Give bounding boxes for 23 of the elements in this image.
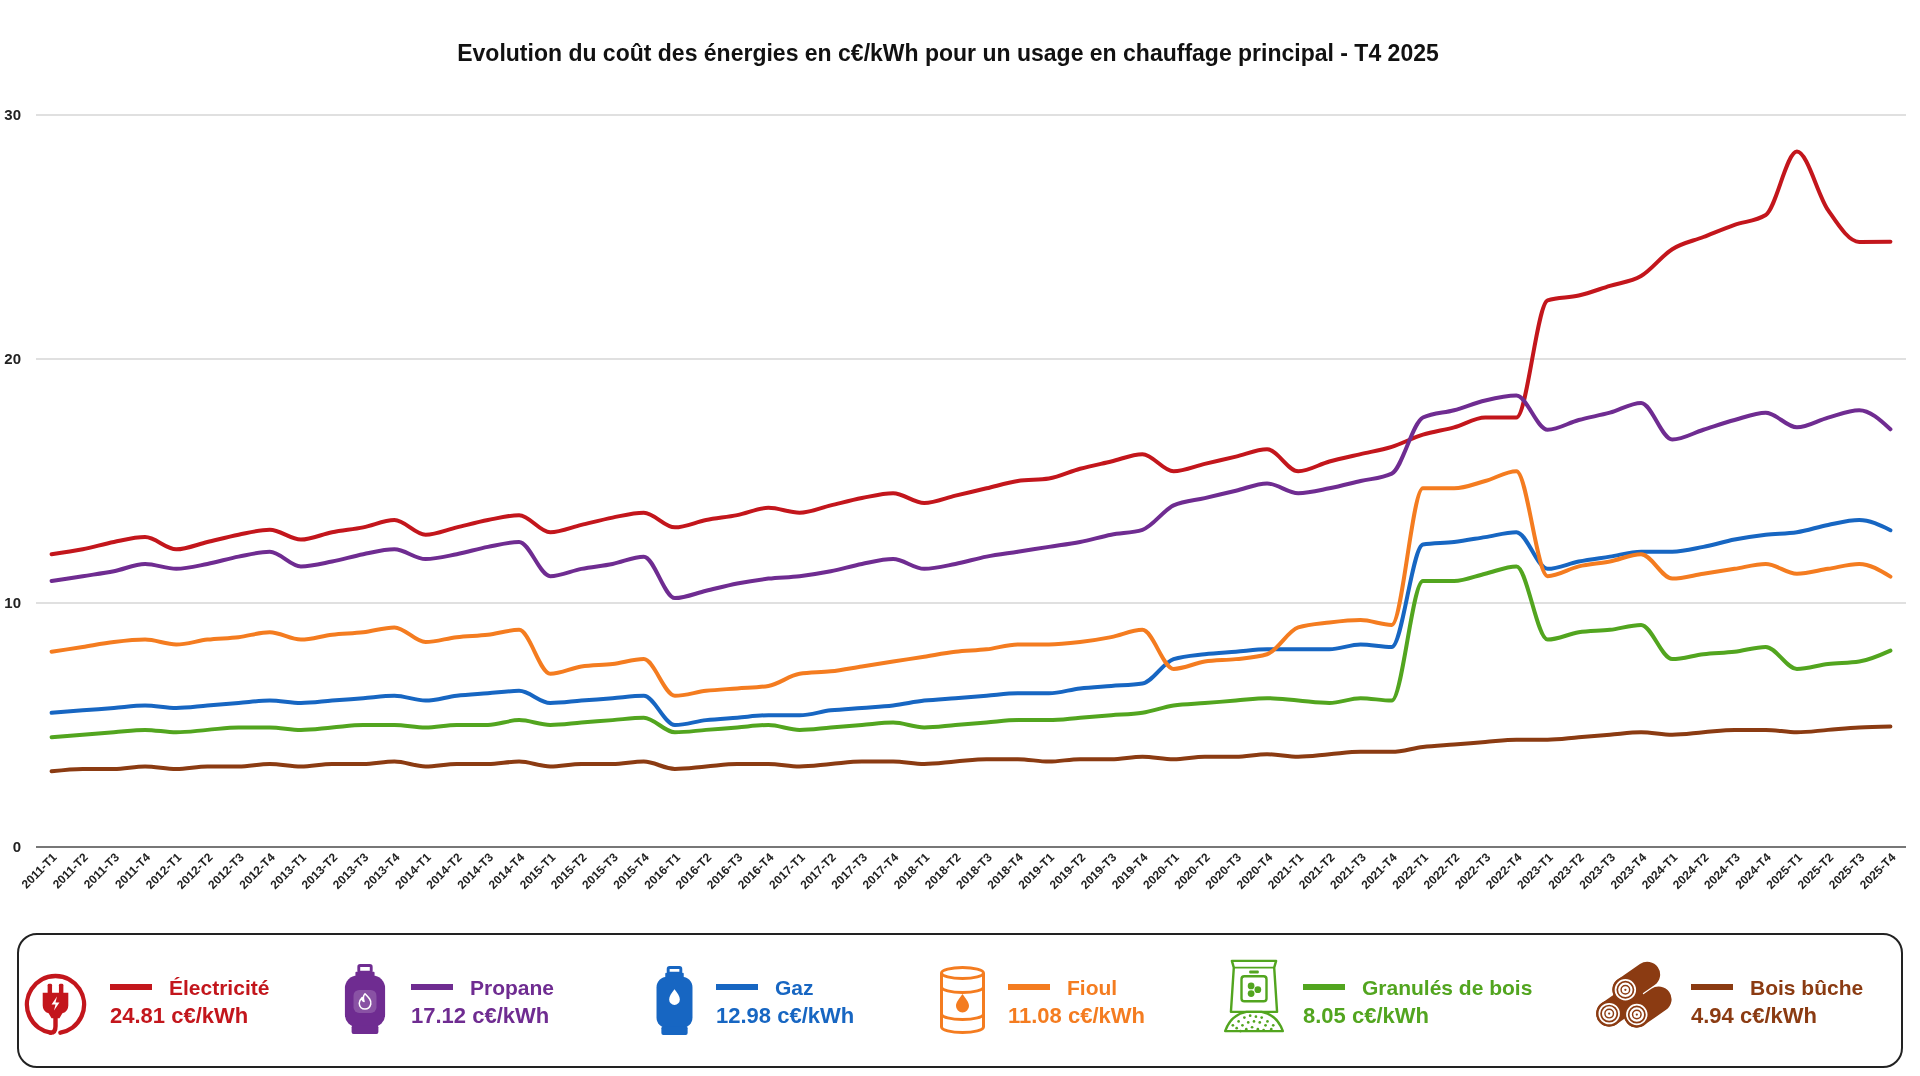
legend-label: Électricité (169, 975, 270, 1001)
legend-label: Propane (470, 975, 555, 1001)
line-series (49, 564, 1893, 740)
text: 8.05 c€/kWh (1303, 1002, 1429, 1030)
legend-label: Bois bûche (1750, 975, 1864, 1001)
text: 24.81 c€/kWh (110, 1002, 249, 1030)
y-tick-label: 10 (4, 594, 21, 612)
line-series (49, 149, 1893, 557)
line-series (49, 724, 1893, 774)
text: 11.08 c€/kWh (1008, 1002, 1145, 1030)
text: 17.12 c€/kWh (411, 1002, 550, 1030)
legend-label: Fioul (1067, 975, 1118, 1001)
y-tick-label: 20 (4, 350, 21, 368)
line-series (49, 518, 1893, 727)
y-tick-label: 30 (4, 106, 21, 124)
text: 12.98 c€/kWh (716, 1002, 855, 1030)
text: 4.94 c€/kWh (1691, 1002, 1817, 1030)
chart-title: Evolution du coût des énergies en c€/kWh pour un usage en chauffage principal - T4 2025 (456, 39, 1440, 68)
y-tick-label: 0 (12, 838, 21, 856)
line-series (49, 469, 1893, 698)
legend-label: Gaz (775, 975, 814, 1001)
line-series (49, 393, 1893, 601)
legend-label: Granulés de bois (1362, 975, 1533, 1001)
